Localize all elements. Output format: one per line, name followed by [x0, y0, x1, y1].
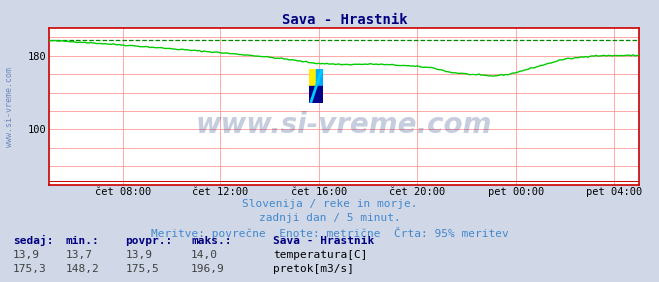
Text: www.si-vreme.com: www.si-vreme.com	[5, 67, 14, 147]
Text: 196,9: 196,9	[191, 264, 225, 274]
Text: povpr.:: povpr.:	[125, 236, 173, 246]
Bar	[309, 69, 316, 86]
Text: 13,9: 13,9	[125, 250, 152, 260]
Text: zadnji dan / 5 minut.: zadnji dan / 5 minut.	[258, 213, 401, 223]
Text: www.si-vreme.com: www.si-vreme.com	[196, 111, 492, 139]
Text: maks.:: maks.:	[191, 236, 231, 246]
Text: 148,2: 148,2	[66, 264, 100, 274]
Bar	[309, 86, 324, 103]
Text: Slovenija / reke in morje.: Slovenija / reke in morje.	[242, 199, 417, 209]
Text: 175,3: 175,3	[13, 264, 47, 274]
Text: 175,5: 175,5	[125, 264, 159, 274]
Text: Meritve: povrečne  Enote: metrične  Črta: 95% meritev: Meritve: povrečne Enote: metrične Črta: …	[151, 227, 508, 239]
Text: Sava - Hrastnik: Sava - Hrastnik	[273, 236, 375, 246]
Text: 13,9: 13,9	[13, 250, 40, 260]
Text: 14,0: 14,0	[191, 250, 218, 260]
Text: sedaj:: sedaj:	[13, 235, 53, 246]
Text: pretok[m3/s]: pretok[m3/s]	[273, 264, 355, 274]
Text: temperatura[C]: temperatura[C]	[273, 250, 368, 260]
Text: 13,7: 13,7	[66, 250, 93, 260]
Title: Sava - Hrastnik: Sava - Hrastnik	[281, 13, 407, 27]
Bar	[316, 69, 324, 86]
Text: min.:: min.:	[66, 236, 100, 246]
